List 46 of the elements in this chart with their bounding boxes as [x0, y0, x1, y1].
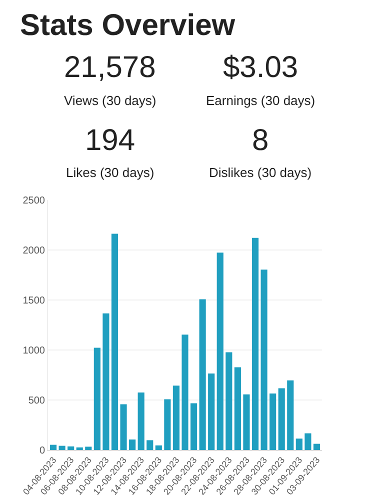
- bar: [287, 380, 294, 450]
- bar: [172, 386, 180, 450]
- bar: [234, 367, 241, 450]
- text: Views (30 days): [64, 93, 156, 108]
- text: Earnings (30 days): [206, 93, 316, 108]
- y-tick-label: 2000: [22, 246, 46, 256]
- bar: [129, 440, 136, 450]
- bar: [199, 299, 206, 450]
- bar: [313, 444, 320, 450]
- y-tick-label: 1000: [22, 346, 46, 356]
- y-tick-label: 500: [28, 396, 46, 406]
- text: 194: [85, 124, 136, 157]
- bar: [270, 394, 276, 450]
- bar: [243, 394, 250, 450]
- bar: [260, 270, 268, 450]
- bar: [164, 399, 171, 450]
- bar: [120, 404, 127, 450]
- bar: [76, 447, 83, 450]
- bar: [50, 444, 57, 450]
- text: Likes (30 days): [66, 165, 154, 180]
- bar: [304, 433, 312, 450]
- text: 8: [252, 124, 269, 157]
- bar: [58, 446, 66, 450]
- text: $3.03: [223, 51, 298, 84]
- bar: [252, 238, 259, 450]
- bar: [155, 445, 162, 450]
- y-tick-label: 2500: [22, 196, 46, 206]
- text: 21,578: [64, 51, 156, 84]
- bar: [102, 313, 110, 450]
- text: Dislikes (30 days): [209, 165, 312, 180]
- bar: [296, 438, 302, 450]
- bar: [138, 392, 144, 450]
- bar: [85, 446, 92, 450]
- text: Stats Overview: [20, 9, 236, 42]
- y-tick-label: 0: [39, 446, 46, 456]
- bar: [216, 252, 224, 450]
- bar: [68, 446, 74, 450]
- bar: [190, 403, 198, 450]
- bar: [182, 334, 188, 450]
- bar: [94, 348, 100, 450]
- y-tick-label: 1500: [22, 296, 46, 306]
- bar: [226, 352, 232, 450]
- bar: [208, 374, 215, 450]
- bar: [278, 388, 285, 450]
- bar: [146, 440, 154, 450]
- bar: [111, 234, 118, 450]
